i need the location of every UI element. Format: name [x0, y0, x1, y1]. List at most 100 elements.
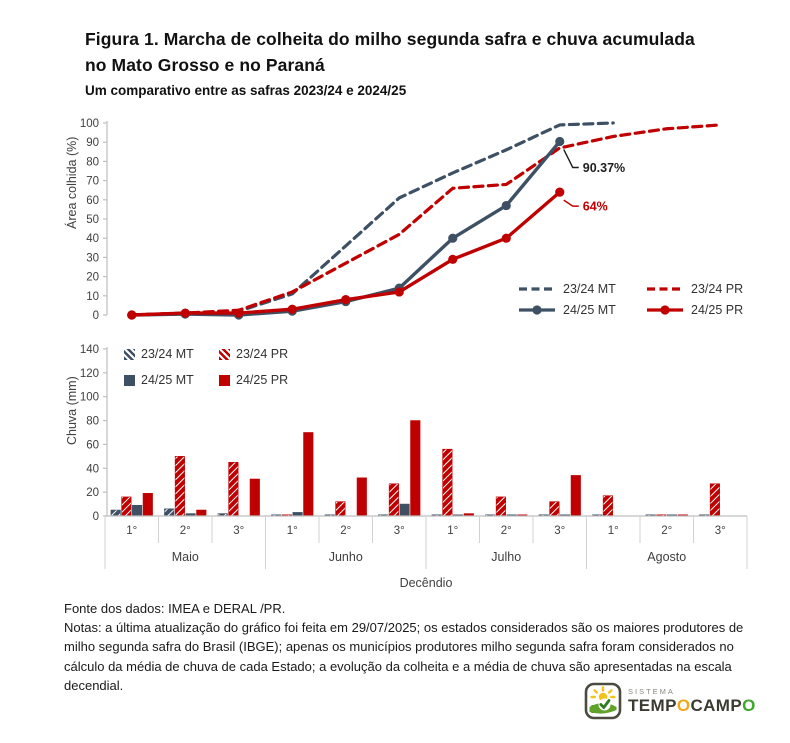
figure-header: Figura 1. Marcha de colheita do milho se…	[85, 26, 745, 98]
bar-24-25-PR	[303, 432, 314, 517]
figure-footnotes: Fonte dos dados: IMEA e DERAL /PR. Notas…	[64, 599, 746, 695]
svg-text:20: 20	[86, 272, 99, 284]
legend-label: 23/24 PR	[236, 347, 289, 361]
legend-label: 24/25 PR	[691, 303, 744, 317]
legend-line-swatch	[647, 287, 683, 291]
legend-square-swatch	[124, 348, 135, 360]
notes-text: Notas: a última atualização do gráfico f…	[64, 620, 744, 693]
bar-24-25-PR	[142, 493, 153, 517]
decendio-tick-label: 1°	[126, 525, 137, 537]
bar-24-25-PR	[410, 420, 421, 517]
bar-24-25-PR	[249, 478, 260, 517]
svg-text:0: 0	[93, 511, 99, 523]
bar-24-25-PR	[570, 475, 581, 517]
data-point-marker	[555, 136, 565, 147]
legend-square-swatch	[219, 374, 230, 386]
bar-23-24-PR	[495, 496, 506, 517]
svg-text:100: 100	[80, 392, 99, 404]
svg-text:40: 40	[86, 233, 99, 245]
legend-line-swatch	[647, 305, 683, 315]
data-point-marker	[448, 254, 458, 264]
legend-item-23-24-PR: 23/24 PR	[219, 347, 288, 361]
svg-text:10: 10	[86, 291, 99, 303]
x-axis-title: Decêndio	[399, 576, 453, 590]
line-chart-legend: 23/24 MT 23/24 PR 24/25 MT 24/25 PR	[517, 282, 743, 317]
figure-subtitle: Um comparativo entre as safras 2023/24 e…	[85, 83, 407, 98]
svg-text:40: 40	[86, 463, 99, 475]
bar-23-24-PR	[228, 462, 239, 517]
legend-item-23-24-MT: 23/24 MT	[517, 282, 645, 296]
figure-title-line2: no Mato Grosso e no Paraná	[85, 55, 325, 75]
leaf-check	[598, 698, 611, 711]
legend-label: 24/25 MT	[563, 303, 616, 317]
logo-system-label: SISTEMA	[628, 686, 675, 696]
tempocampo-logo: SISTEMA TEMPOCAMPO	[584, 682, 756, 720]
data-point-marker	[127, 310, 137, 320]
data-point-marker	[287, 304, 297, 314]
data-point-marker	[501, 233, 511, 243]
data-point-marker	[341, 295, 351, 305]
bar-23-24-PR	[549, 501, 560, 517]
line-series-23-24-PR	[130, 123, 722, 317]
data-point-marker	[394, 287, 404, 297]
legend-item-23-24-PR: 23/24 PR	[645, 282, 743, 296]
svg-text:0: 0	[93, 310, 99, 322]
month-tick-label: Maio	[172, 550, 199, 564]
svg-text:30: 30	[86, 252, 99, 264]
logo-brand-part: O	[676, 696, 691, 716]
bar-23-24-PR	[709, 483, 720, 517]
svg-text:100: 100	[80, 118, 99, 130]
legend-label: 23/24 MT	[563, 282, 616, 296]
legend-label: 23/24 MT	[141, 347, 194, 361]
svg-text:20: 20	[86, 487, 99, 499]
logo-brand-part: TEMP	[628, 696, 677, 716]
tempocampo-logo-icon	[584, 682, 622, 720]
decendio-tick-label: 1°	[287, 525, 298, 537]
legend-item-24-25-PR: 24/25 PR	[645, 303, 743, 317]
legend-item-24-25-PR: 24/25 PR	[219, 373, 288, 387]
annotation-label: 90.37%	[583, 161, 625, 175]
decendio-tick-label: 3°	[554, 525, 565, 537]
legend-item-23-24-MT: 23/24 MT	[124, 347, 219, 361]
logo-brand-text: TEMPOCAMPO	[628, 697, 756, 714]
bar-24-25-PR	[196, 509, 207, 517]
svg-text:70: 70	[86, 176, 99, 188]
legend-item-24-25-MT: 24/25 MT	[517, 303, 645, 317]
svg-text:80: 80	[86, 156, 99, 168]
rain-bar-chart: 0 20 40 60 80 100 120 140 1° 2° 3° 1° 2° 3° 1° 2° 3° 1° 2°…	[80, 344, 748, 569]
legend-label: 24/25 MT	[141, 373, 194, 387]
data-point-marker	[448, 233, 458, 243]
figure-title-line1: Figura 1. Marcha de colheita do milho se…	[85, 29, 695, 49]
legend-item-24-25-MT: 24/25 MT	[124, 373, 219, 387]
svg-text:140: 140	[80, 344, 99, 356]
month-tick-label: Julho	[491, 550, 521, 564]
data-point-marker	[180, 308, 190, 318]
bar-23-24-MT	[164, 508, 175, 517]
bar-23-24-PR	[442, 448, 453, 517]
legend-line-swatch	[519, 287, 555, 291]
harvest-line-chart: 0 10 20 30 40 50 60 70 80 90 100 90.37% 64%	[80, 118, 722, 322]
bar-23-24-PR	[388, 483, 399, 517]
bar-23-24-PR	[335, 501, 346, 517]
data-point-marker	[501, 200, 511, 211]
bar-chart-legend: 23/24 MT 23/24 PR 24/25 MT 24/25 PR	[124, 347, 288, 387]
bar-23-24-PR	[602, 495, 613, 517]
decendio-tick-label: 3°	[715, 525, 726, 537]
month-tick-label: Agosto	[647, 550, 686, 564]
decendio-tick-label: 2°	[340, 525, 351, 537]
data-point-marker	[234, 308, 244, 318]
bar-23-24-MT	[110, 509, 121, 517]
bar-24-25-MT	[132, 504, 143, 517]
legend-label: 23/24 PR	[691, 282, 744, 296]
legend-square-swatch	[124, 374, 135, 386]
svg-text:90: 90	[86, 137, 99, 149]
decendio-tick-label: 2°	[180, 525, 191, 537]
bar-24-25-PR	[356, 477, 367, 517]
legend-label: 24/25 PR	[236, 373, 289, 387]
legend-square-swatch	[219, 348, 230, 360]
data-point-marker	[555, 187, 565, 197]
decendio-tick-label: 2°	[661, 525, 672, 537]
decendio-tick-label: 1°	[608, 525, 619, 537]
decendio-tick-label: 2°	[501, 525, 512, 537]
